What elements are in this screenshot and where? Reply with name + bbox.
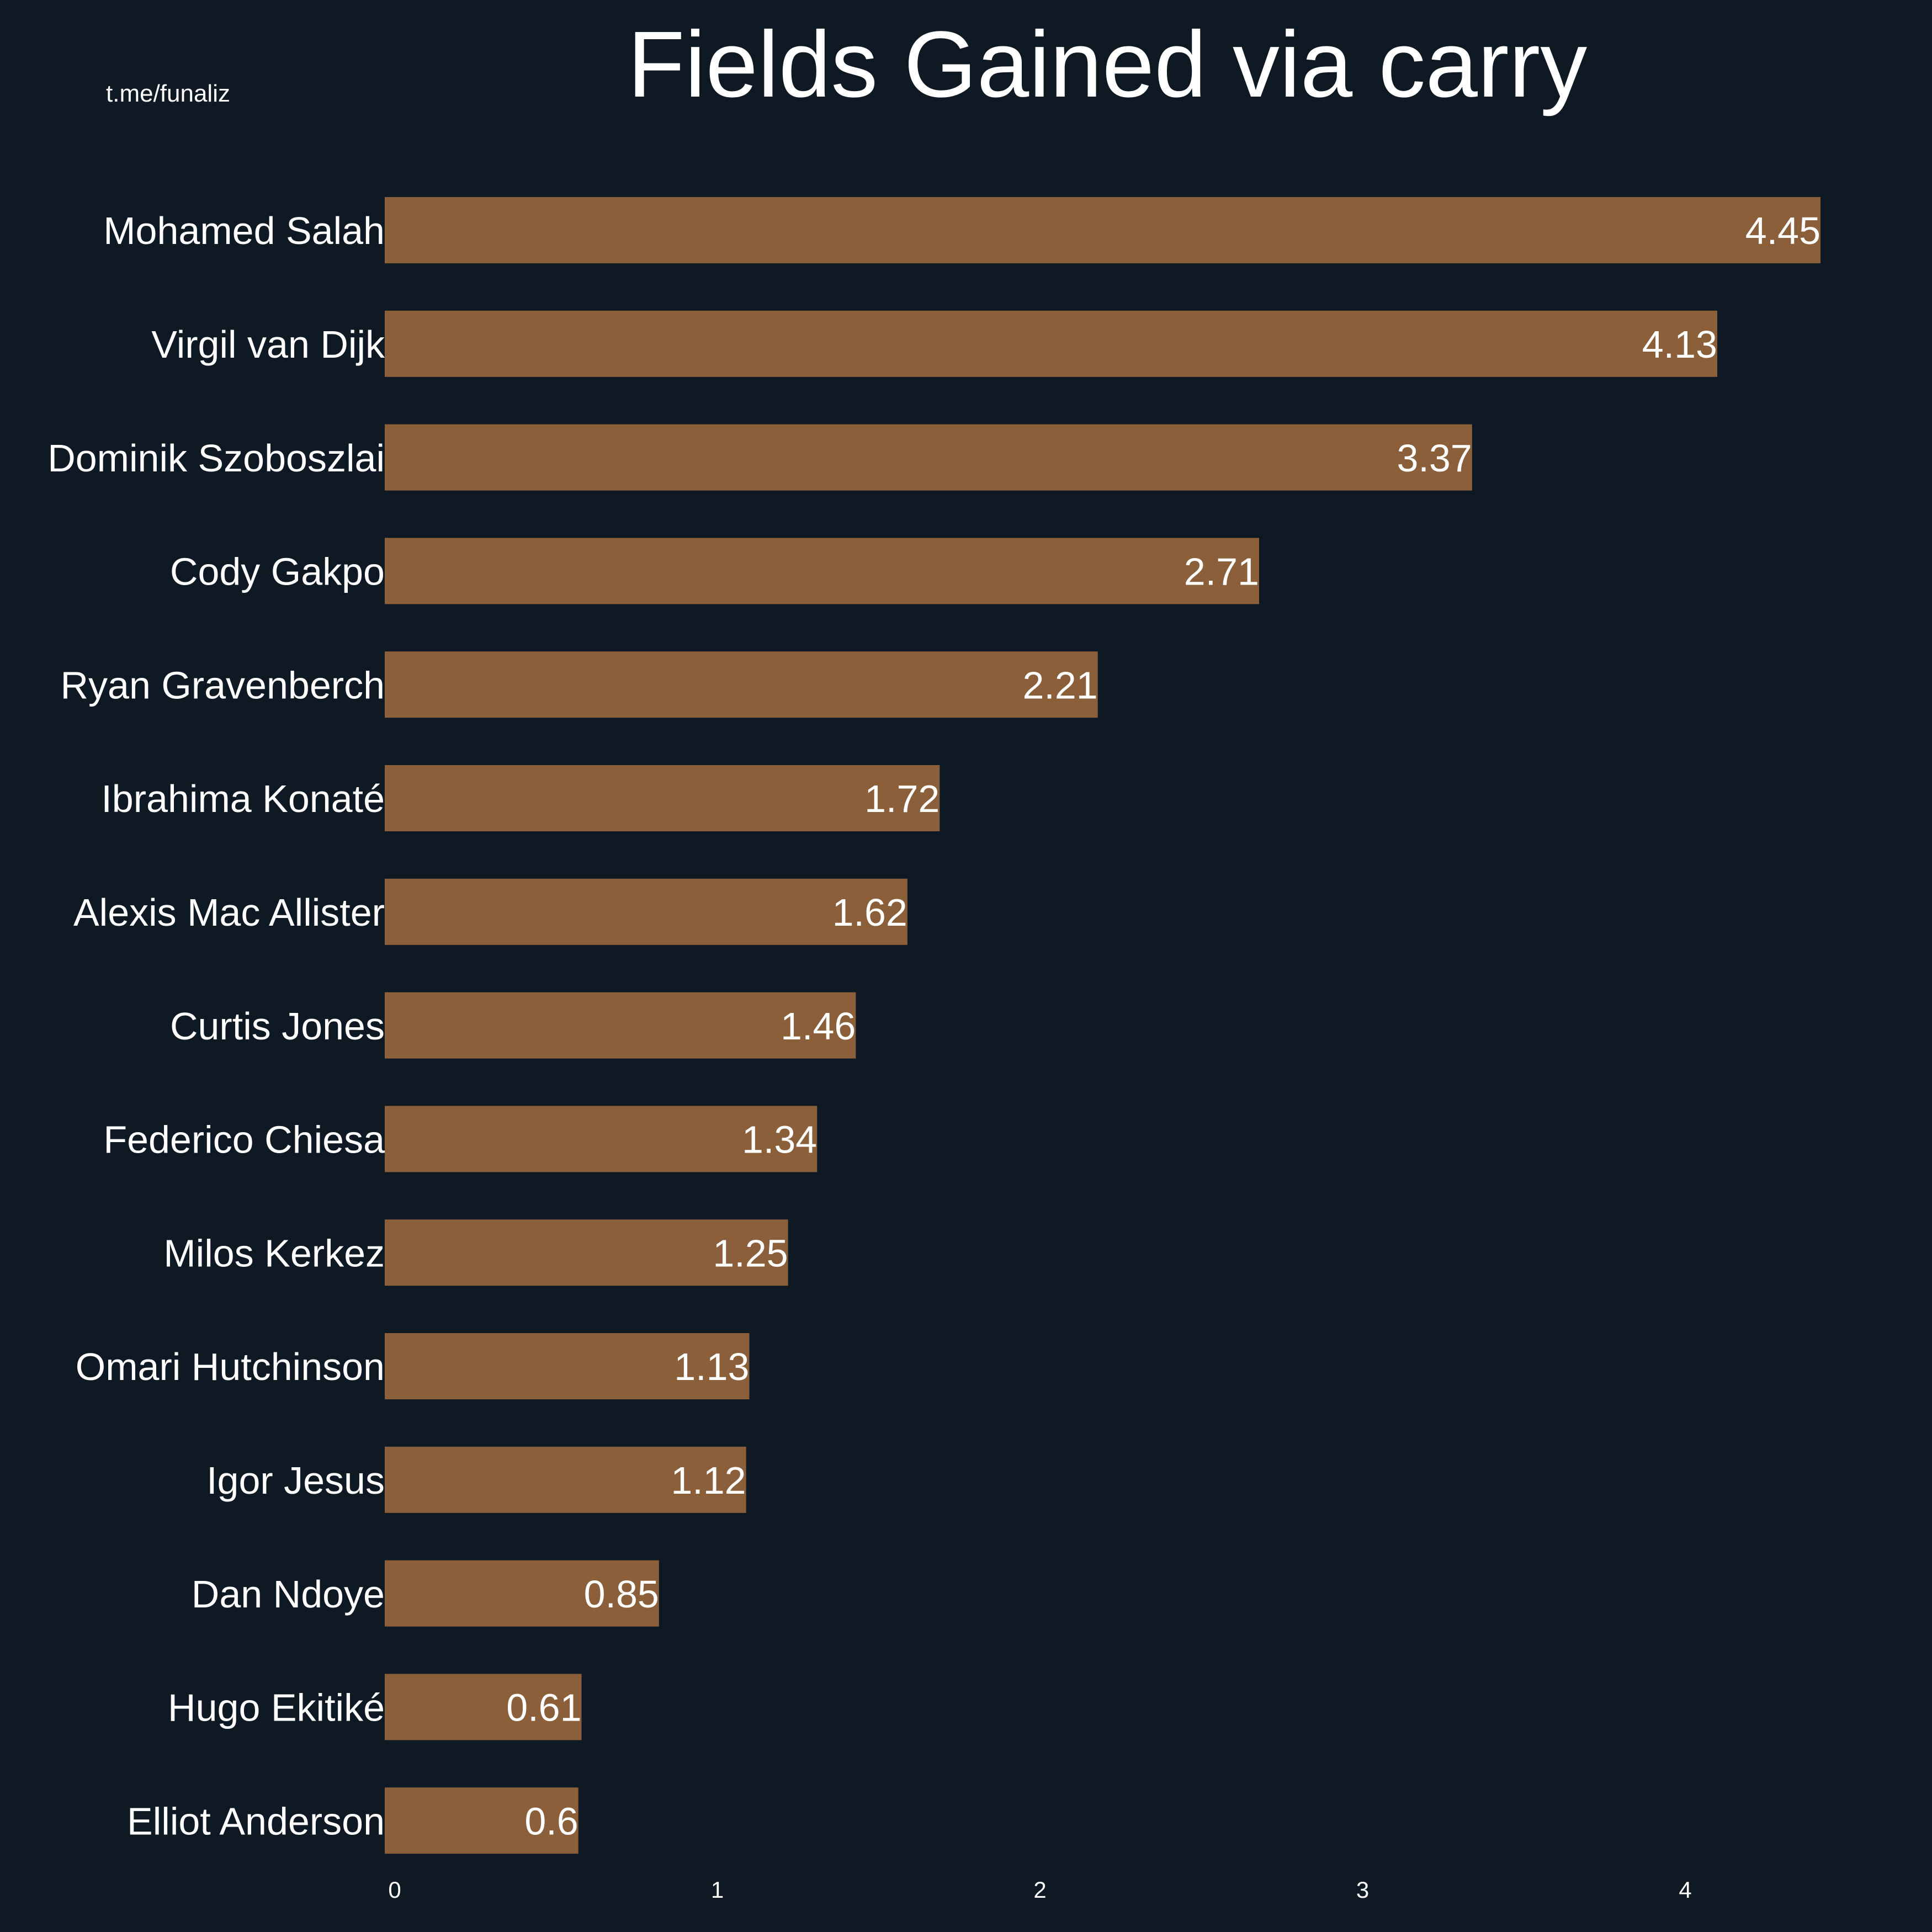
category-label: Mohamed Salah [103,209,385,252]
x-tick-label: 1 [711,1877,724,1903]
bars-group [385,197,1821,1854]
category-labels-group: Mohamed Salah Virgil van Dijk Dominik Szob… [47,209,385,1843]
bar [385,878,907,945]
category-label: Federico Chiesa [103,1118,385,1161]
bar [385,765,940,831]
category-label: Dan Ndoye [192,1573,385,1616]
value-label: 1.34 [742,1118,817,1161]
category-label: Hugo Ekitiké [168,1686,385,1729]
bar [385,1560,659,1627]
value-label: 1.62 [832,891,907,934]
value-label: 0.61 [506,1686,581,1729]
category-label: Igor Jesus [206,1459,385,1502]
bar [385,1333,750,1399]
category-label: Curtis Jones [170,1005,385,1048]
category-label: Cody Gakpo [170,550,385,593]
value-label: 0.85 [584,1573,659,1616]
x-axis-ticks-group: 0 1 2 3 4 [388,1877,1691,1903]
x-tick-label: 0 [388,1877,401,1903]
chart-title: Fields Gained via carry [628,12,1587,117]
value-label: 2.21 [1022,664,1097,707]
value-label: 1.46 [781,1005,856,1048]
bar [385,310,1717,377]
bar [385,992,856,1059]
category-label: Dominik Szoboszlai [47,437,385,480]
category-label: Milos Kerkez [163,1232,385,1275]
value-label: 1.72 [864,777,940,820]
bar [385,1106,818,1172]
bar [385,1674,582,1740]
bar [385,197,1821,263]
category-label: Omari Hutchinson [76,1345,385,1388]
category-label: Ibrahima Konaté [101,777,385,820]
x-tick-label: 4 [1679,1877,1691,1903]
value-label: 2.71 [1184,550,1259,593]
value-label: 0.6 [524,1800,578,1843]
category-label: Elliot Anderson [127,1800,385,1843]
x-tick-label: 3 [1356,1877,1369,1903]
bar [385,424,1472,491]
bar [385,1787,578,1854]
value-label: 1.12 [671,1459,746,1502]
category-label: Ryan Gravenberch [60,664,385,707]
x-tick-label: 2 [1033,1877,1046,1903]
bar [385,1446,746,1513]
value-labels-group: 4.45 4.13 3.37 2.71 2.21 1.72 1.62 1.46 1.34 1.25… [506,209,1820,1843]
watermark: t.me/funaliz [106,80,230,107]
bar [385,1219,788,1286]
value-label: 4.45 [1745,209,1820,252]
value-label: 1.25 [713,1232,788,1275]
value-label: 4.13 [1642,323,1717,366]
bar [385,651,1098,718]
value-label: 3.37 [1397,437,1472,480]
value-label: 1.13 [674,1345,749,1388]
category-label: Virgil van Dijk [151,323,385,366]
category-label: Alexis Mac Allister [73,891,385,934]
bar [385,538,1259,604]
